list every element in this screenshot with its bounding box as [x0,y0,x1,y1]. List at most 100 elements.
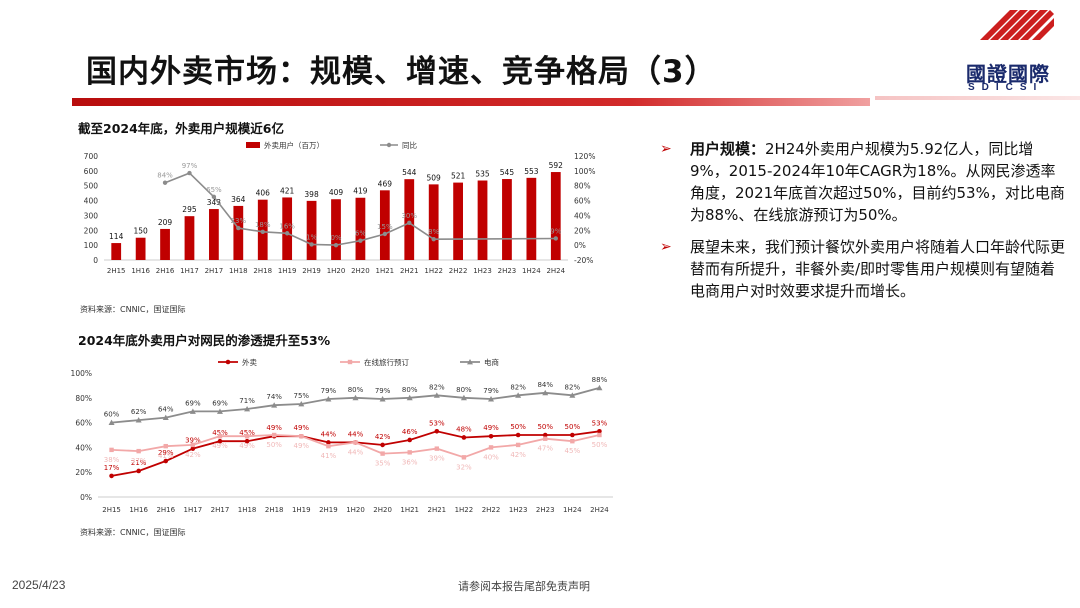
x-tick-label: 1H20 [346,506,365,514]
x-tick-label: 1H21 [400,506,419,514]
legend-bar-label: 外卖用户（百万） [264,140,324,150]
x-tick-label: 1H24 [522,267,541,275]
ecommerce-label: 84% [537,381,553,389]
yoy-point [162,180,168,185]
ecommerce-label: 75% [294,392,310,400]
bar-value-label: 521 [451,172,466,181]
ecommerce-label: 79% [375,387,391,395]
bar [550,172,561,260]
y2-tick-label: 60% [574,197,591,206]
online-travel-label: 50% [266,441,282,449]
legend-ecommerce-label: 电商 [484,357,499,367]
bar [209,209,219,260]
bar-value-label: 406 [256,189,271,198]
online-travel-point [326,443,331,449]
legend-delivery-label: 外卖 [242,357,257,367]
yoy-label: 23% [231,217,247,225]
delivery-label: 49% [266,424,282,432]
bar [331,199,341,260]
delivery-point [326,440,331,445]
online-travel-label: 39% [429,455,445,463]
legend-bar-swatch [246,142,260,148]
yoy-point [358,238,363,243]
ecommerce-label: 82% [565,383,581,391]
delivery-label: 44% [321,430,337,438]
delivery-label: 46% [402,428,418,436]
yoy-point [211,194,217,200]
arrow-bullet-icon: ➢ [660,141,672,157]
bar-value-label: 509 [427,173,442,182]
x-tick-label: 2H17 [211,506,230,514]
delivery-point [434,428,440,434]
ecommerce-point [189,408,196,414]
y-tick-label: 500 [84,182,99,191]
header-band [72,98,870,106]
legend-ecommerce-marker [467,359,473,365]
ecommerce-point [271,402,278,408]
ecommerce-point [162,414,169,421]
online-travel-label: 49% [294,442,310,450]
yoy-point [431,237,436,242]
ecommerce-label: 62% [131,408,147,416]
bar [453,182,463,260]
delivery-label: 49% [483,424,499,432]
legend-online-travel-marker [347,359,353,365]
delivery-point [515,432,521,438]
bar-value-label: 545 [500,168,515,177]
y-tick-label: 300 [84,211,99,220]
ecommerce-label: 69% [212,399,228,407]
x-tick-label: 2H15 [102,506,121,514]
bar [526,177,537,260]
ecommerce-label: 60% [104,411,120,419]
ecommerce-label: 79% [483,387,499,395]
bar [111,243,122,260]
ecommerce-label: 80% [402,386,418,394]
y-tick-label: 400 [84,197,99,206]
delivery-label: 29% [158,449,174,457]
bar [160,228,170,260]
delivery-point [380,442,385,448]
online-travel-label: 41% [321,452,337,460]
delivery-label: 42% [375,433,391,441]
x-tick-label: 1H16 [129,506,148,514]
ecommerce-point [325,396,332,402]
delivery-label: 45% [239,429,255,437]
x-tick-label: 2H16 [156,506,175,514]
delivery-label: 53% [429,419,445,427]
bar-value-label: 398 [304,190,319,199]
x-tick-label: 2H19 [319,506,338,514]
commentary-list: ➢ 用户规模：2H24外卖用户规模为5.92亿人，同比增9%，2015-2024… [658,138,1070,312]
y-tick-label: 600 [84,167,99,176]
yoy-label: 65% [206,186,222,194]
online-travel-label: 37% [131,457,147,465]
bar-value-label: 295 [182,205,197,214]
yoy-label: 1% [306,233,317,241]
x-tick-label: 2H20 [373,506,392,514]
x-tick-label: 1H19 [278,267,297,275]
y-tick-label: 200 [84,226,99,235]
x-tick-label: 2H16 [156,267,175,275]
yoy-label: 0% [330,234,341,242]
delivery-label: 21% [131,459,147,467]
yoy-label: 84% [157,172,173,180]
delivery-point [163,458,169,464]
ecommerce-point [244,405,251,412]
ecommerce-label: 71% [239,397,255,405]
ecommerce-point [569,392,576,398]
y2-tick-label: 0% [574,241,586,250]
x-tick-label: 1H22 [424,267,443,275]
y-tick-label: 100 [84,241,99,250]
delivery-label: 44% [348,430,364,438]
chart2-source: 资料来源：CNNIC，国证国际 [80,528,186,537]
delivery-point [407,437,413,443]
report-date: 2025/4/23 [12,578,66,592]
bar-value-label: 535 [475,170,490,179]
bullet-text: 2H24外卖用户规模为5.92亿人，同比增9%，2015-2024年10年CAG… [690,140,1065,224]
delivery-label: 45% [212,429,228,437]
bullet-heading: 用户规模： [690,140,766,158]
bar [404,179,415,260]
ecommerce-label: 80% [348,386,364,394]
y2-tick-label: 80% [574,182,591,191]
delivery-point [217,438,223,444]
delivery-label: 50% [565,423,581,431]
